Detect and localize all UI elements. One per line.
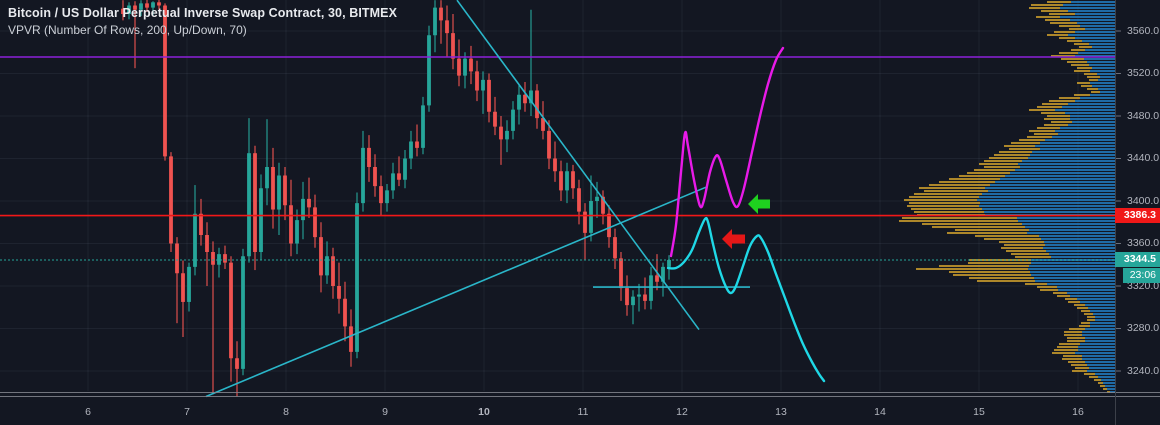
price-tick-3280.0: 3280.0 [1127,322,1160,334]
ascending-trendline [205,186,707,398]
pane-separator [0,392,1160,397]
price-tick-3440.0: 3440.0 [1127,152,1160,164]
candlestick-series [121,0,671,397]
alert-price-tag: 3386.3 [1115,208,1160,224]
bearish-projection-curve [666,216,826,383]
green-left-arrow [748,194,770,214]
symbol-title[interactable]: Bitcoin / US Dollar Perpetual Inverse Sw… [8,6,398,20]
price-tick-3480.0: 3480.0 [1127,109,1160,122]
price-tick-3240.0: 3240.0 [1127,364,1160,377]
time-tick-7: 7 [184,406,190,418]
price-tick-3360.0: 3360.0 [1127,237,1160,249]
chart-legend[interactable]: Bitcoin / US Dollar Perpetual Inverse Sw… [8,5,397,38]
time-tick-6: 6 [85,406,91,418]
time-axis[interactable]: 6 7 8 9 10 11 12 13 14 15 16 [0,397,1160,425]
projection-drawings[interactable] [666,46,826,383]
trendlines[interactable] [205,0,707,398]
red-left-arrow [722,229,745,249]
last-price-tag: 3344.5 [1115,252,1160,268]
volume-profile-vpvr [899,1,1115,393]
price-tick-3400.0: 3400.0 [1127,194,1160,207]
time-tick-9: 9 [382,406,388,418]
price-tick-3560.0: 3560.0 [1127,24,1160,37]
grid-lines [0,0,1115,391]
arrow-markers[interactable] [722,194,770,249]
indicator-title[interactable]: VPVR (Number Of Rows, 200, Up/Down, 70) [8,22,247,37]
time-tick-11: 11 [577,406,589,418]
price-tick-3520.0: 3520.0 [1127,67,1160,79]
time-tick-13: 13 [775,406,787,418]
time-tick-8: 8 [283,406,289,418]
bar-countdown-tag: 23:06 [1123,267,1160,283]
bullish-projection-curve [669,46,785,258]
time-tick-15: 15 [973,406,985,418]
time-tick-12: 12 [676,406,688,418]
price-level-lines[interactable] [0,56,1115,288]
time-tick-16: 16 [1072,406,1084,418]
time-tick-14: 14 [874,406,886,418]
time-tick-10: 10 [478,406,490,418]
price-axis-ticks [1116,30,1121,372]
descending-trendline [456,0,700,331]
